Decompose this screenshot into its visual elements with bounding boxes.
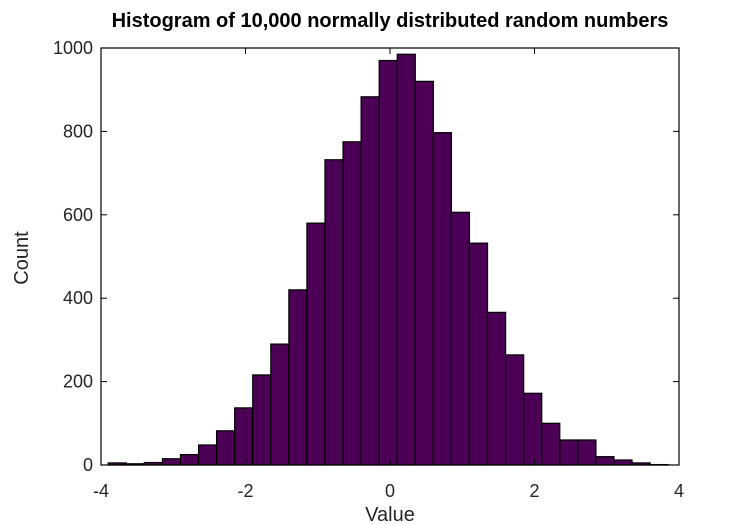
bars-group [107, 53, 669, 466]
histogram-bar [161, 458, 182, 466]
ticks-group: -4 -2 0 2 4 0 200 400 600 800 1000 [53, 38, 684, 501]
histogram-bar [432, 132, 453, 466]
histogram-bar [288, 289, 308, 466]
chart-title: Histogram of 10,000 normally distributed… [112, 10, 669, 32]
y-axis-label: Count [11, 231, 33, 285]
x-axis-label: Value [365, 504, 415, 525]
histogram-bar [505, 354, 525, 466]
y-tick-label: 0 [83, 455, 93, 475]
histogram-bar [414, 80, 434, 466]
y-tick-label: 800 [63, 121, 93, 141]
histogram-bar [252, 374, 272, 466]
histogram-bar [360, 96, 380, 466]
histogram-bar [179, 453, 200, 466]
histogram-bar [577, 439, 597, 466]
y-tick-label: 200 [63, 372, 93, 392]
histogram-bar [559, 439, 579, 466]
x-tick-label: -4 [93, 481, 109, 501]
x-tick-label: -2 [237, 481, 253, 501]
histogram-bar [541, 422, 561, 466]
histogram-bar [234, 407, 254, 466]
histogram-bar [486, 311, 507, 466]
histogram-bar [342, 141, 362, 466]
y-tick-label: 600 [63, 205, 93, 225]
histogram-bar [216, 430, 236, 466]
histogram-bar [450, 211, 471, 466]
histogram-bar [324, 159, 344, 466]
x-tick-label: 4 [674, 481, 684, 501]
y-tick-label: 400 [63, 288, 93, 308]
histogram-bar [613, 459, 633, 466]
histogram-bar [595, 456, 615, 466]
y-tick-label: 1000 [53, 38, 93, 58]
histogram-bar [468, 242, 489, 466]
histogram-bar [197, 444, 218, 466]
histogram-bar [270, 343, 290, 466]
x-tick-label: 0 [385, 481, 395, 501]
histogram-bar [396, 53, 416, 466]
histogram-bar [306, 222, 326, 466]
histogram-bar [378, 59, 398, 466]
histogram-bar [523, 392, 543, 466]
x-tick-label: 2 [529, 481, 539, 501]
